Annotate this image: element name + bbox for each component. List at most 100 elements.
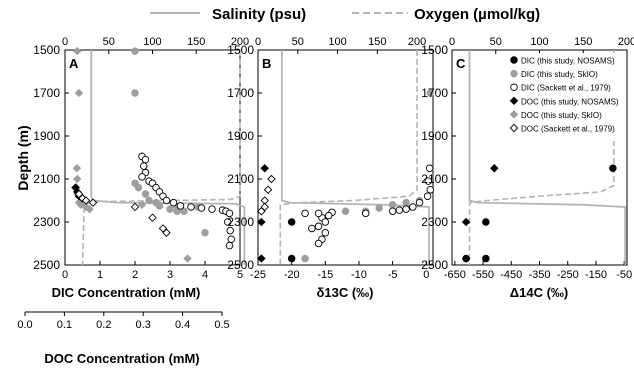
top-x-tick-label: 50 xyxy=(103,36,115,48)
data-point-circle xyxy=(301,254,309,263)
panel-a-x-label: DIC Concentration (mM) xyxy=(52,285,201,300)
x-tick-label: -150 xyxy=(585,269,607,281)
data-point-circle xyxy=(482,218,490,226)
legend-label: DOC (this study, SkIO) xyxy=(521,111,602,120)
data-point-circle xyxy=(324,211,333,220)
data-point-diamond xyxy=(257,207,266,216)
data-point-diamond xyxy=(72,164,82,173)
y-tick-label: 2300 xyxy=(227,215,254,229)
x-tick-label: -25 xyxy=(250,269,266,281)
data-point-circle xyxy=(388,201,397,209)
data-point-circle xyxy=(180,207,188,215)
x-tick-label: -15 xyxy=(317,269,333,281)
doc-axis-tick-label: 0.0 xyxy=(17,319,32,331)
data-point-circle xyxy=(321,218,330,226)
marker-legend: DIC (this study, NOSAMS) DIC (this study,… xyxy=(508,53,626,141)
data-point-circle xyxy=(131,47,139,55)
top-x-tick-label: 100 xyxy=(143,36,161,48)
x-tick-label: -250 xyxy=(557,269,579,281)
top-x-tick-label: 0 xyxy=(449,36,455,48)
x-tick-label: -50 xyxy=(616,269,632,281)
panel-b-frame xyxy=(257,49,434,266)
top-x-tick-label: 200 xyxy=(408,36,426,48)
data-point-circle xyxy=(424,177,433,185)
y-tick-label: 2100 xyxy=(421,172,448,186)
data-point-circle xyxy=(308,224,316,233)
top-x-tick-label: 50 xyxy=(292,36,304,48)
top-x-tick-label: 0 xyxy=(62,36,68,48)
oxygen-profile-line xyxy=(279,50,418,265)
data-point-diamond xyxy=(509,110,519,119)
top-x-tick-label: 100 xyxy=(530,36,548,48)
top-x-tick-label: 50 xyxy=(490,36,502,48)
top-x-tick-label: 100 xyxy=(328,36,346,48)
data-point-circle xyxy=(409,203,417,211)
top-x-tick-label: 150 xyxy=(368,36,386,48)
salinity-profile-line xyxy=(468,50,627,265)
salinity-legend-label: Salinity (psu) xyxy=(212,6,306,23)
data-point-circle xyxy=(162,196,171,205)
panel-c-letter: C xyxy=(456,56,466,71)
top-x-tick-label: 150 xyxy=(187,36,205,48)
panel-c-x-label: Δ14C (‰) xyxy=(510,285,568,300)
oxygen-profile-line xyxy=(468,50,615,265)
data-point-circle xyxy=(426,185,435,194)
data-point-diamond xyxy=(74,88,84,98)
data-point-diamond xyxy=(509,123,519,133)
data-point-circle xyxy=(395,206,404,214)
data-point-diamond xyxy=(183,254,192,263)
y-tick-label: 1700 xyxy=(33,86,60,100)
panel-a-letter: A xyxy=(69,56,79,71)
data-point-diamond xyxy=(490,164,499,173)
x-tick-label: 4 xyxy=(202,269,208,281)
data-point-circle xyxy=(141,155,150,164)
data-point-circle xyxy=(225,241,234,250)
x-tick-label: -450 xyxy=(500,269,522,281)
data-point-circle xyxy=(176,202,185,210)
data-point-circle xyxy=(510,69,518,78)
data-point-circle xyxy=(510,56,518,64)
data-point-circle xyxy=(314,222,323,231)
data-point-circle xyxy=(314,239,323,248)
legend-label: DOC (this study, NOSAMS) xyxy=(521,97,619,106)
data-point-diamond xyxy=(257,254,266,263)
oxygen-legend-label: Oxygen (µmol/kg) xyxy=(414,6,540,23)
data-point-circle xyxy=(361,209,370,218)
y-tick-label: 1900 xyxy=(421,129,448,143)
doc-axis-tick-label: 0.5 xyxy=(214,319,229,331)
profile-legend: Salinity (psu) Oxygen (µmol/kg) xyxy=(150,6,540,23)
x-tick-label: 0 xyxy=(423,269,429,281)
data-point-circle xyxy=(388,207,397,215)
data-point-circle xyxy=(139,162,148,170)
y-tick-label: 2300 xyxy=(421,215,448,229)
data-point-circle xyxy=(423,192,432,200)
x-tick-label: -650 xyxy=(444,269,466,281)
data-point-circle xyxy=(169,198,178,207)
y-tick-label: 2500 xyxy=(227,258,254,272)
data-point-circle xyxy=(134,183,143,192)
x-tick-label: -350 xyxy=(528,269,550,281)
data-point-diamond xyxy=(137,200,147,210)
doc-axis-tick-label: 0.1 xyxy=(57,319,72,331)
data-point-diamond xyxy=(461,254,471,263)
data-point-circle xyxy=(131,89,139,97)
oxygen-profile-line xyxy=(81,50,241,266)
y-tick-label: 2100 xyxy=(227,172,254,186)
panel-b-letter: B xyxy=(262,56,271,71)
top-x-tick-label: 200 xyxy=(231,36,249,48)
data-point-circle xyxy=(227,235,235,243)
x-tick-label: -10 xyxy=(351,269,367,281)
panel-a-x2-label: DOC Concentration (mM) xyxy=(44,351,199,366)
data-point-circle xyxy=(341,207,350,215)
x-tick-label: 0 xyxy=(62,269,68,281)
data-point-circle xyxy=(223,218,232,226)
legend-label: DIC (this study, NOSAMS) xyxy=(521,57,615,66)
data-point-circle xyxy=(314,209,323,218)
data-point-diamond xyxy=(81,202,91,212)
salinity-profile-line xyxy=(280,50,430,265)
y-tick-label: 1900 xyxy=(227,129,254,143)
data-point-diamond xyxy=(85,204,94,214)
